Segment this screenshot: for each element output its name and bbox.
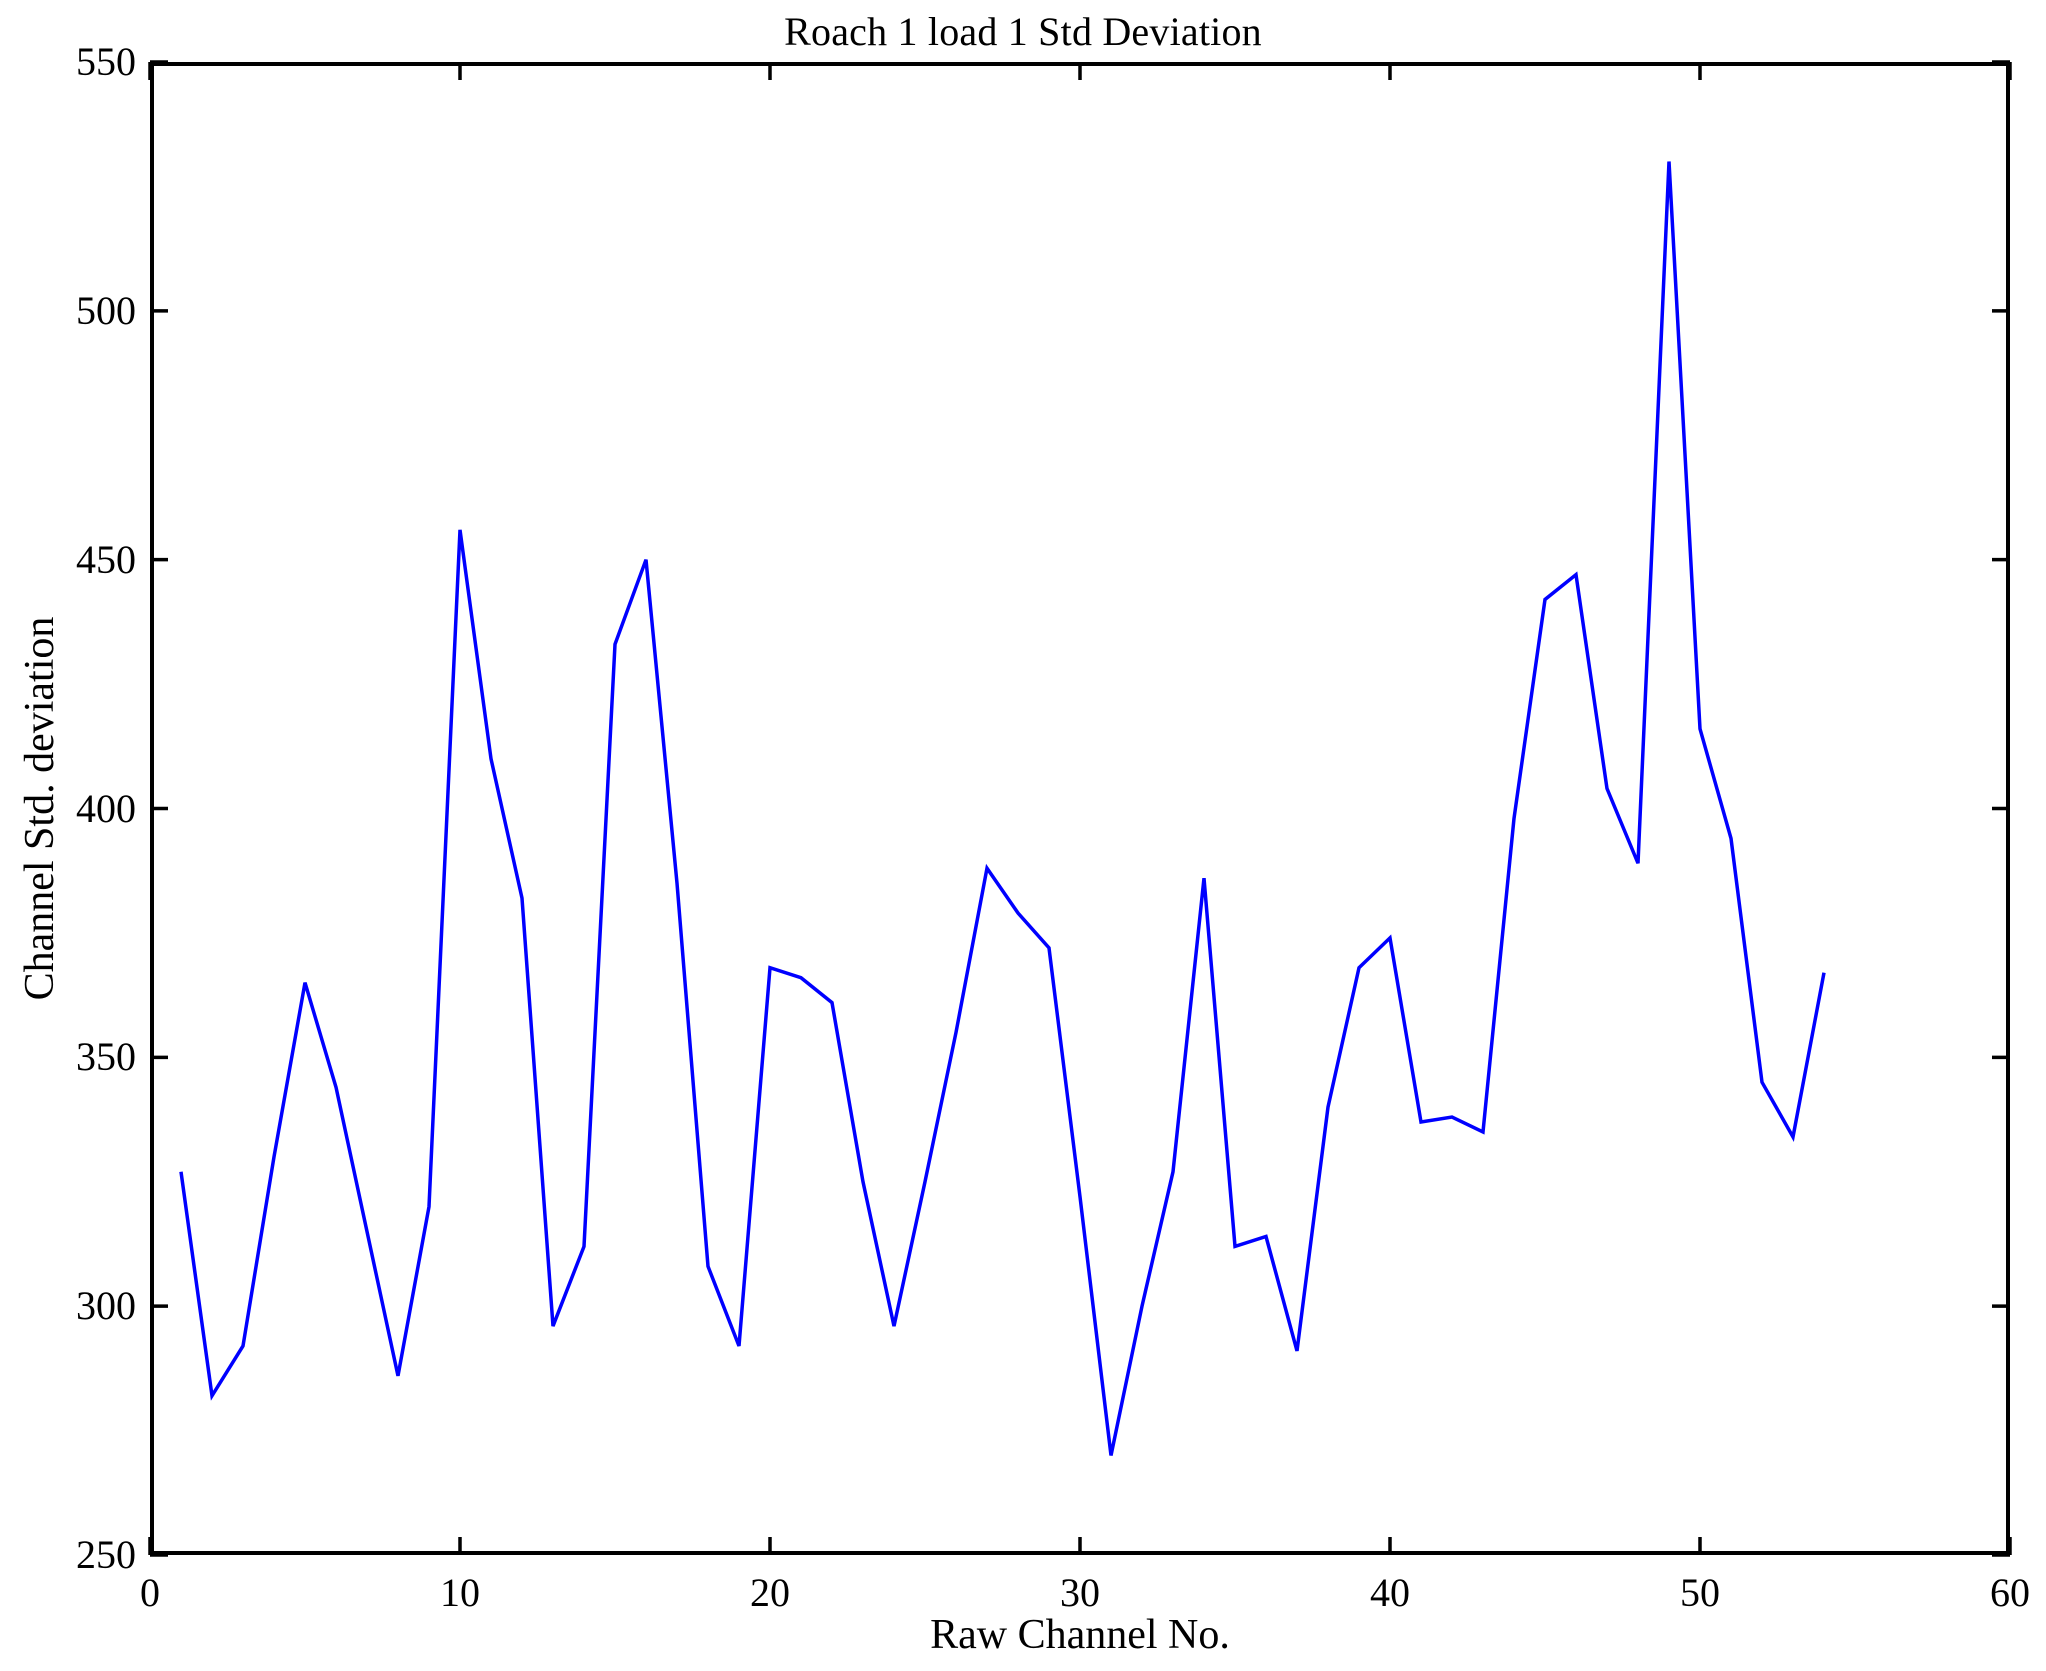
x-axis-label: Raw Channel No. xyxy=(930,1612,1230,1658)
y-axis-tick-450: 450 xyxy=(76,536,136,582)
y-axis-tick-500: 500 xyxy=(76,287,136,333)
x-axis-tick-10: 10 xyxy=(440,1570,480,1615)
y-axis-tick-250: 250 xyxy=(76,1532,136,1577)
x-axis-tick-20: 20 xyxy=(750,1570,790,1615)
x-axis-tick-40: 40 xyxy=(1370,1570,1410,1615)
plot-area xyxy=(150,62,2010,1555)
x-axis-tick-50: 50 xyxy=(1680,1570,1720,1615)
y-axis-tick-400: 400 xyxy=(76,785,136,831)
y-axis-tick-300: 300 xyxy=(76,1283,136,1329)
x-axis-tick-0: 0 xyxy=(140,1570,160,1615)
y-axis-tick-550: 550 xyxy=(76,39,136,84)
x-axis-tick-60: 60 xyxy=(1990,1570,2030,1615)
x-axis-tick-30: 30 xyxy=(1060,1570,1100,1615)
y-axis-label: Channel Std. deviation xyxy=(17,616,63,1001)
page-title: Roach 1 load 1 Std Deviation xyxy=(784,9,1262,54)
y-axis-tick-350: 350 xyxy=(76,1034,136,1080)
